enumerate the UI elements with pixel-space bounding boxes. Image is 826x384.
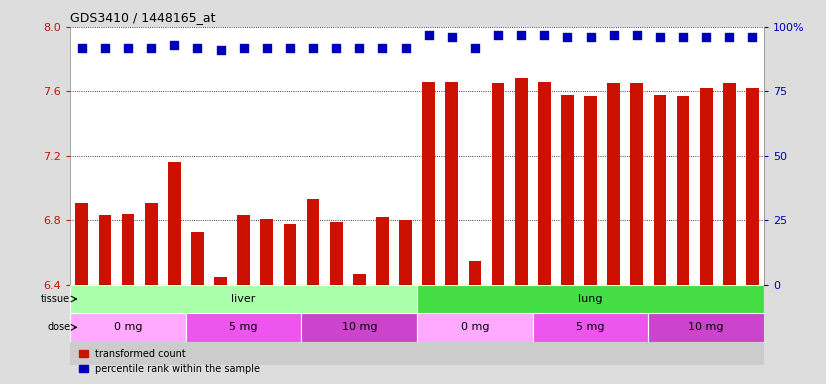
- Text: 5 mg: 5 mg: [577, 322, 605, 332]
- Legend: transformed count, percentile rank within the sample: transformed count, percentile rank withi…: [75, 345, 264, 377]
- Point: [584, 34, 597, 40]
- Point: [653, 34, 667, 40]
- Bar: [399, 220, 412, 285]
- Point: [98, 45, 112, 51]
- Point: [168, 42, 181, 48]
- Point: [723, 34, 736, 40]
- Point: [676, 34, 690, 40]
- Point: [538, 31, 551, 38]
- Bar: [700, 88, 713, 285]
- Bar: [191, 232, 204, 285]
- Bar: [70, 313, 186, 341]
- Bar: [283, 223, 297, 285]
- Point: [561, 34, 574, 40]
- Text: 10 mg: 10 mg: [689, 322, 724, 332]
- Point: [330, 45, 343, 51]
- Bar: [445, 82, 458, 285]
- Point: [399, 45, 412, 51]
- Bar: [70, 285, 417, 313]
- Text: 5 mg: 5 mg: [230, 322, 258, 332]
- Point: [468, 45, 482, 51]
- Bar: [630, 83, 643, 285]
- Bar: [607, 83, 620, 285]
- Text: tissue: tissue: [41, 294, 70, 304]
- Point: [145, 45, 158, 51]
- Bar: [353, 273, 366, 285]
- Text: 0 mg: 0 mg: [114, 322, 142, 332]
- Bar: [653, 94, 667, 285]
- Bar: [746, 88, 759, 285]
- Point: [630, 31, 643, 38]
- Bar: [168, 162, 181, 285]
- Text: lung: lung: [578, 294, 603, 304]
- Bar: [515, 78, 528, 285]
- Bar: [330, 222, 343, 285]
- Bar: [468, 261, 482, 285]
- Bar: [237, 215, 250, 285]
- Point: [260, 45, 273, 51]
- Bar: [538, 82, 551, 285]
- Text: 0 mg: 0 mg: [461, 322, 489, 332]
- Bar: [417, 285, 764, 313]
- Point: [353, 45, 366, 51]
- Bar: [260, 219, 273, 285]
- Point: [700, 34, 713, 40]
- Text: GDS3410 / 1448165_at: GDS3410 / 1448165_at: [70, 11, 216, 24]
- Bar: [98, 215, 112, 285]
- Point: [376, 45, 389, 51]
- Bar: [214, 277, 227, 285]
- Point: [515, 31, 528, 38]
- Bar: [306, 199, 320, 285]
- Point: [422, 31, 435, 38]
- Bar: [70, 285, 764, 366]
- Point: [283, 45, 297, 51]
- Point: [237, 45, 250, 51]
- Bar: [121, 214, 135, 285]
- Bar: [648, 313, 764, 341]
- Bar: [584, 96, 597, 285]
- Bar: [417, 313, 533, 341]
- Bar: [186, 313, 301, 341]
- Point: [445, 34, 458, 40]
- Bar: [723, 83, 736, 285]
- Point: [607, 31, 620, 38]
- Bar: [301, 313, 417, 341]
- Text: dose: dose: [47, 322, 70, 332]
- Bar: [376, 217, 389, 285]
- Point: [191, 45, 204, 51]
- Bar: [676, 96, 690, 285]
- Point: [306, 45, 320, 51]
- Text: 10 mg: 10 mg: [342, 322, 377, 332]
- Bar: [533, 313, 648, 341]
- Bar: [491, 83, 505, 285]
- Bar: [422, 82, 435, 285]
- Point: [75, 45, 88, 51]
- Bar: [561, 94, 574, 285]
- Point: [746, 34, 759, 40]
- Point: [491, 31, 505, 38]
- Bar: [145, 203, 158, 285]
- Point: [121, 45, 135, 51]
- Bar: [75, 203, 88, 285]
- Point: [214, 47, 227, 53]
- Text: liver: liver: [231, 294, 256, 304]
